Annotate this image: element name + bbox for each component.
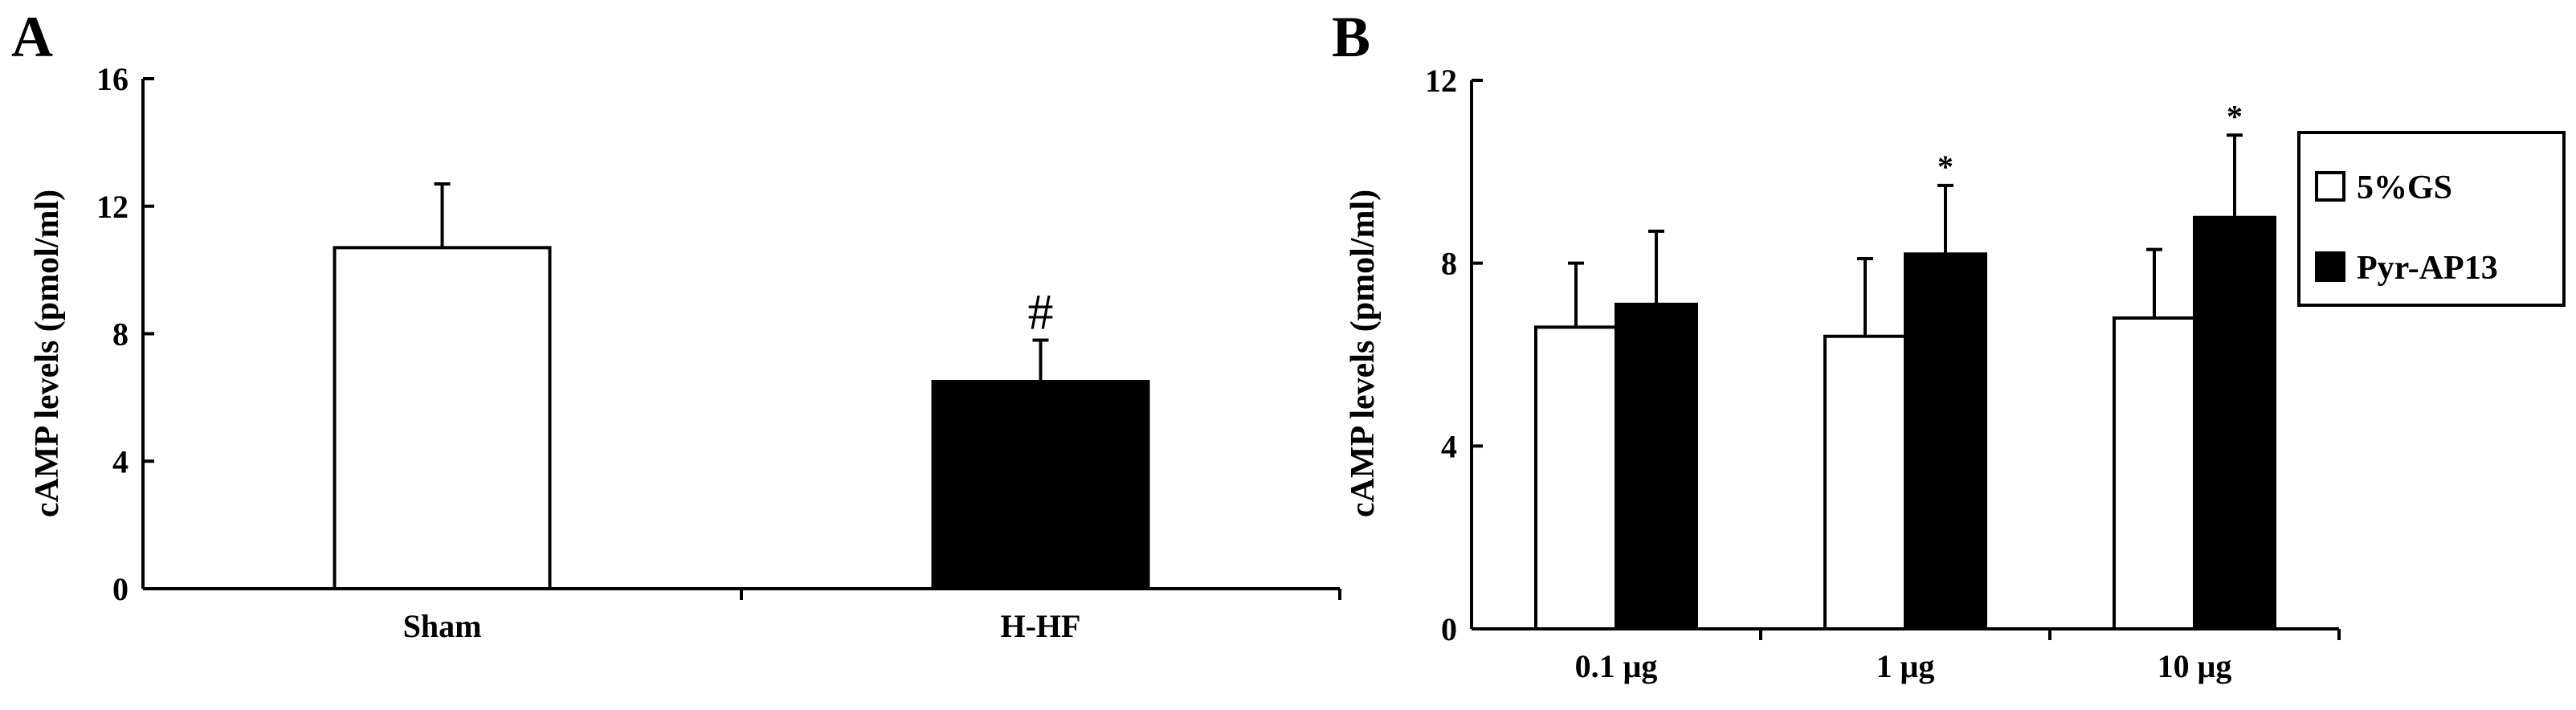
- bar-sham: [333, 246, 552, 590]
- y-tick-label: 8: [112, 316, 129, 353]
- significance-mark: #: [1028, 283, 1054, 340]
- legend-swatch: [2315, 171, 2345, 202]
- bar-gs-0: [1534, 325, 1618, 630]
- panel-b-tick-labels: 0 4 8 12 0.1 μg 1 μg 10 μg: [1425, 63, 2231, 684]
- bar-h-hf: [931, 380, 1150, 590]
- panel-a-letter: A: [11, 5, 53, 69]
- x-tick-label: Sham: [403, 608, 482, 644]
- legend-label: Pyr-AP13: [2357, 250, 2498, 287]
- y-tick-label: 12: [96, 189, 129, 225]
- panel-a-chart: A cAMP levels (pmol/ml) # 0 4 8 12 16 Sham H-H…: [11, 5, 1341, 644]
- panel-b-y-axis-title: cAMP levels (pmol/ml): [1345, 190, 1382, 517]
- y-tick-label: 0: [112, 571, 129, 607]
- x-tick-label: H-HF: [1001, 608, 1081, 644]
- bar-gs-2: [2113, 316, 2196, 630]
- panel-b-bars: **: [1534, 98, 2276, 630]
- y-tick-label: 12: [1425, 63, 1457, 99]
- x-tick-label: 1 μg: [1876, 648, 1935, 684]
- y-tick-label: 0: [1441, 611, 1457, 647]
- panel-a-tick-labels: 0 4 8 12 16 Sham H-HF: [96, 61, 1080, 644]
- x-tick-label: 10 μg: [2158, 648, 2232, 684]
- panel-a-axes: [141, 77, 1341, 600]
- legend-label: 5%GS: [2357, 169, 2452, 206]
- panel-a-y-axis-title: cAMP levels (pmol/ml): [29, 190, 66, 517]
- y-tick-label: 4: [112, 443, 129, 479]
- y-tick-label: 4: [1441, 428, 1457, 464]
- bar-gs-1: [1823, 334, 1907, 630]
- panel-b-letter: B: [1332, 5, 1370, 69]
- bar-pyr-0: [1615, 302, 1698, 630]
- legend-swatch: [2315, 251, 2345, 282]
- bar-pyr-2: [2193, 215, 2276, 630]
- x-tick-label: 0.1 μg: [1575, 648, 1658, 684]
- panel-a-bars: #: [333, 182, 1150, 590]
- panel-b-legend: 5%GS Pyr-AP13: [2297, 131, 2566, 307]
- significance-mark: *: [1937, 149, 1953, 185]
- significance-mark: *: [2227, 98, 2243, 134]
- bar-pyr-1: [1904, 252, 1987, 630]
- y-tick-label: 8: [1441, 246, 1457, 282]
- y-tick-label: 16: [96, 61, 129, 97]
